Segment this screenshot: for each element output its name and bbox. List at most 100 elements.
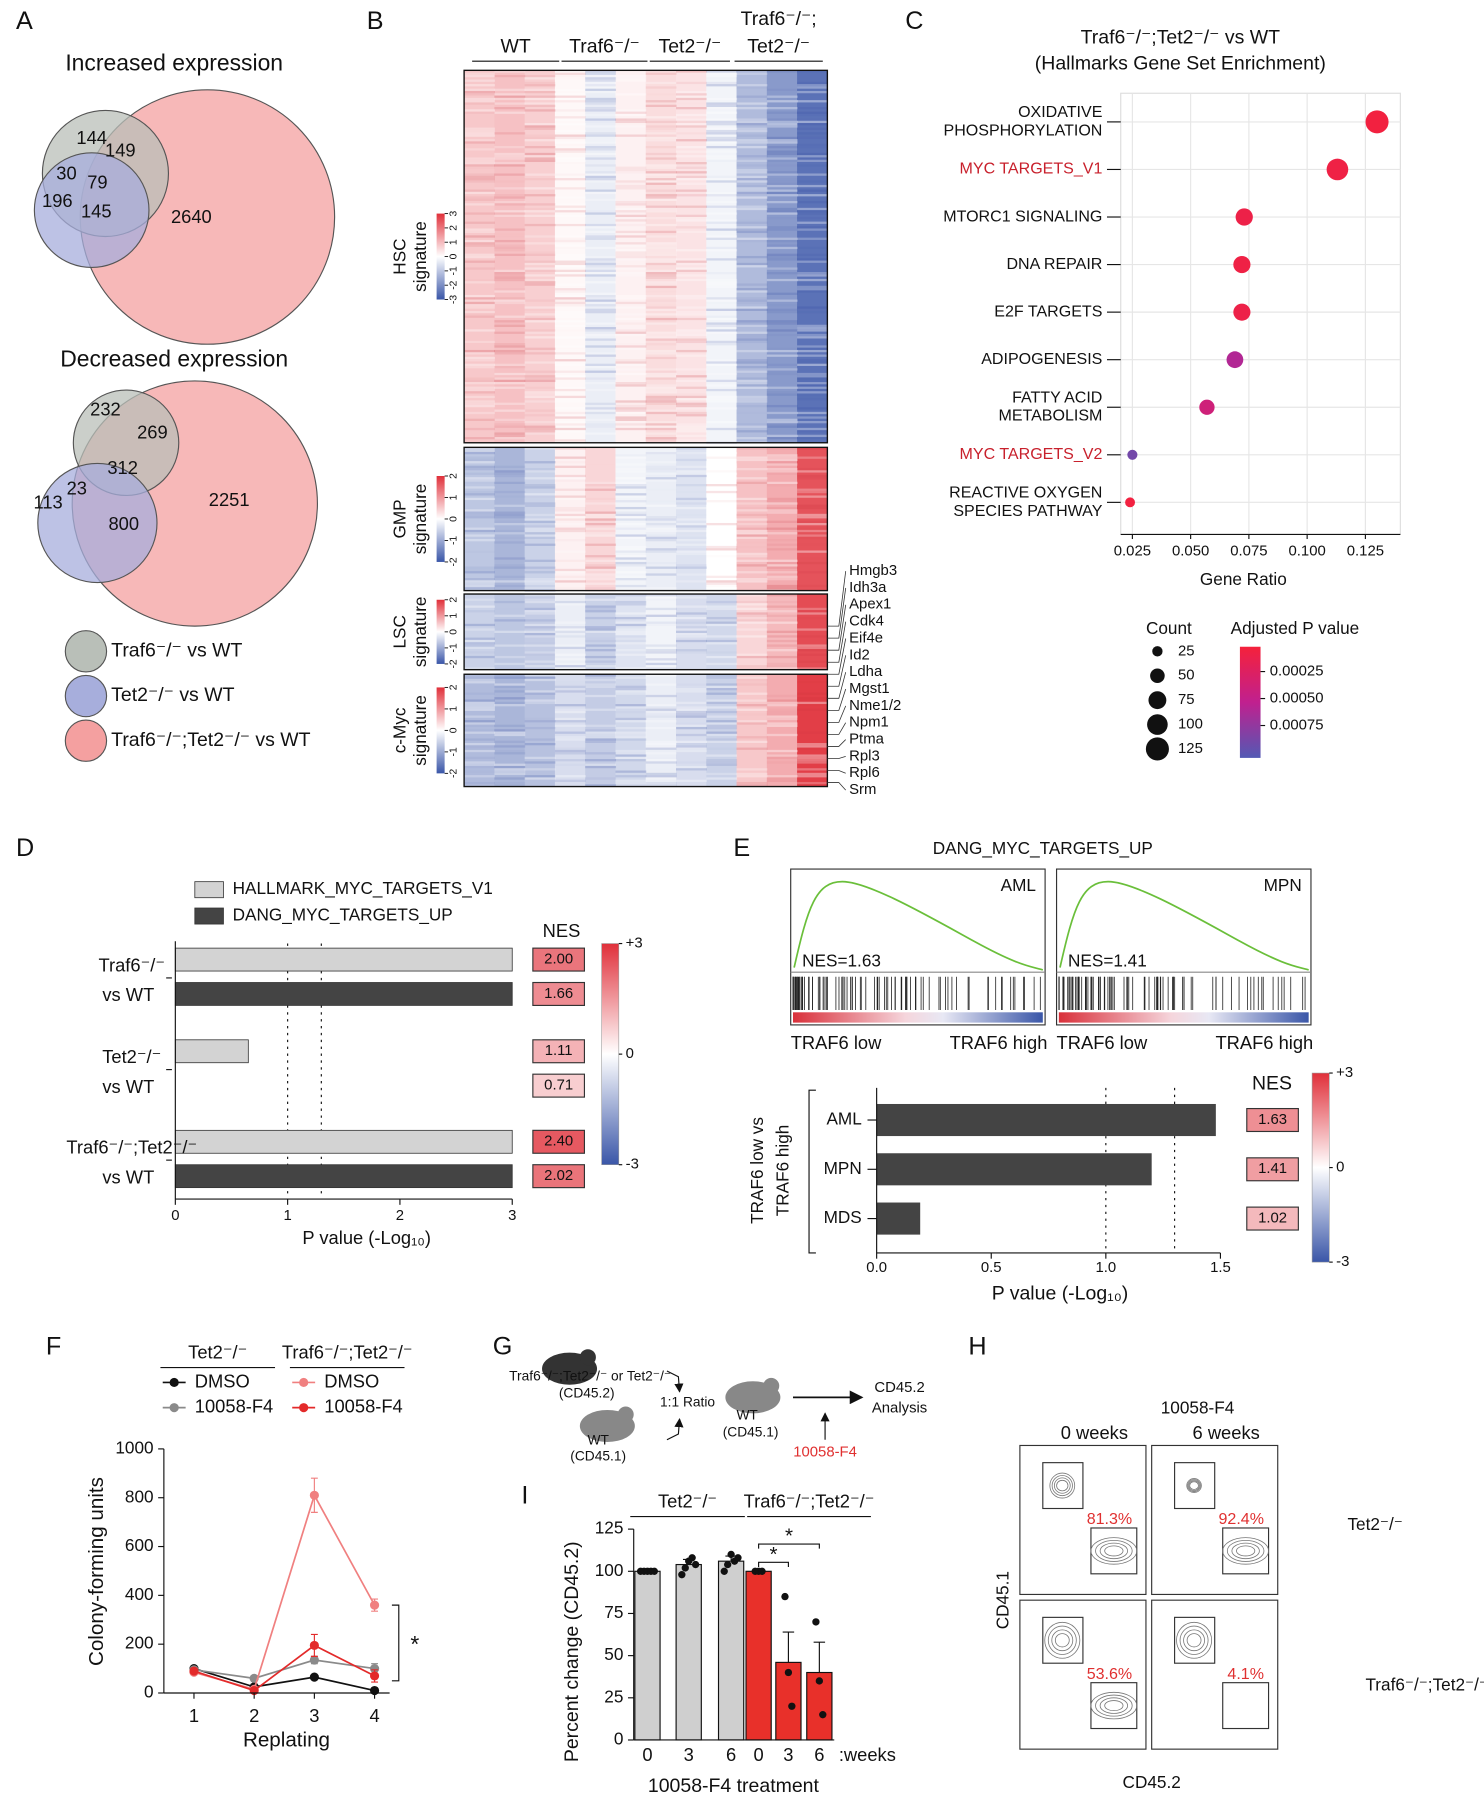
heatmap-texture	[645, 596, 677, 599]
heatmap-texture	[676, 162, 707, 165]
heatmap-texture	[797, 747, 828, 750]
contour	[1226, 1539, 1265, 1562]
heatmap-texture	[766, 639, 798, 643]
heatmap-texture	[464, 196, 495, 199]
heatmap-texture	[797, 212, 828, 215]
heatmap-texture	[464, 513, 495, 517]
schematic-text: Analysis	[872, 1401, 927, 1417]
heatmap-texture	[524, 281, 556, 284]
heatmap-texture	[645, 395, 677, 399]
heatmap-texture	[797, 329, 828, 332]
heatmap-texture	[797, 477, 828, 480]
nes-box	[1246, 1157, 1299, 1182]
heatmap-texture	[554, 290, 586, 293]
heatmap-texture	[494, 575, 526, 578]
contour	[1099, 1697, 1129, 1714]
dot	[1226, 351, 1244, 369]
heatmap-texture	[464, 467, 495, 471]
heatmap-texture	[494, 644, 526, 647]
heatmap-texture	[797, 278, 828, 282]
panel-label: G	[493, 1333, 513, 1361]
heatmap-texture	[585, 708, 617, 711]
legend-marker	[169, 1377, 179, 1388]
heatmap-texture	[554, 297, 586, 300]
heatmap-texture	[494, 724, 526, 727]
heatmap-texture	[464, 550, 495, 552]
heatmap-texture	[494, 203, 526, 206]
heatmap-texture	[645, 333, 677, 337]
heatmap-texture	[615, 331, 647, 334]
heatmap-texture	[706, 329, 738, 332]
heatmap-texture	[464, 180, 495, 183]
heatmap-texture	[676, 411, 707, 415]
heatmap-texture	[585, 365, 617, 369]
heatmap-texture	[736, 180, 768, 183]
heatmap-texture	[766, 575, 798, 578]
heatmap-texture	[524, 690, 556, 693]
heatmap-texture	[615, 685, 647, 688]
heatmap-texture	[585, 534, 617, 537]
heatmap-texture	[706, 72, 738, 75]
heatmap-texture	[615, 180, 647, 183]
heatmap-texture	[494, 164, 526, 167]
category-label: ADIPOGENESIS	[981, 350, 1102, 368]
heatmap-texture	[706, 587, 738, 590]
heatmap-texture	[645, 338, 677, 341]
heatmap-texture	[615, 368, 647, 371]
heatmap-texture	[676, 639, 707, 643]
heatmap-texture	[706, 683, 738, 686]
heatmap-texture	[706, 107, 738, 110]
marker	[369, 1671, 380, 1681]
heatmap-texture	[494, 272, 526, 275]
heatmap-texture	[645, 384, 677, 387]
heatmap-texture	[554, 423, 586, 426]
legend-label: 75	[1178, 692, 1195, 708]
axis-label: TRAF6 low	[791, 1032, 882, 1053]
heatmap-texture	[524, 194, 556, 197]
heatmap-texture	[585, 759, 617, 762]
heatmap-column	[464, 70, 495, 443]
heatmap-texture	[645, 196, 677, 199]
heatmap-texture	[797, 504, 828, 507]
heatmap-column	[615, 447, 647, 591]
heatmap-texture	[524, 484, 556, 487]
colorbar-label: 2	[449, 597, 460, 603]
heatmap-texture	[464, 404, 495, 408]
heatmap-texture	[615, 575, 647, 578]
heatmap-texture	[464, 228, 495, 231]
heatmap-texture	[554, 258, 586, 261]
dot	[1125, 497, 1136, 508]
legend-label: DMSO	[195, 1370, 250, 1391]
heatmap-texture	[766, 437, 798, 440]
heatmap-texture	[706, 740, 738, 744]
heatmap-texture	[736, 621, 768, 624]
heatmap-texture	[645, 522, 677, 526]
heatmap-texture	[585, 481, 617, 485]
heatmap-texture	[524, 738, 556, 741]
heatmap-texture	[524, 283, 556, 286]
heatmap-texture	[464, 497, 495, 501]
heatmap-texture	[676, 596, 707, 599]
heatmap-texture	[464, 90, 495, 94]
heatmap-texture	[706, 616, 738, 620]
heatmap-texture	[585, 407, 617, 410]
heatmap-texture	[706, 81, 738, 85]
heatmap-column	[706, 674, 738, 787]
contour	[1044, 1621, 1081, 1659]
heatmap-texture	[766, 354, 798, 357]
venn-circle	[33, 152, 150, 269]
venn-count: 145	[81, 200, 112, 221]
heatmap-texture	[615, 297, 647, 300]
heatmap-texture	[736, 333, 768, 337]
heatmap-texture	[524, 187, 556, 190]
heatmap-texture	[737, 541, 768, 543]
heatmap-texture	[615, 545, 647, 549]
heatmap-texture	[766, 497, 798, 501]
heatmap-texture	[554, 439, 586, 442]
heatmap-texture	[676, 722, 707, 724]
contour	[1236, 1545, 1256, 1557]
heatmap-texture	[585, 731, 617, 734]
heatmap-texture	[554, 203, 586, 206]
heatmap-texture	[797, 550, 828, 553]
heatmap-texture	[645, 308, 677, 311]
